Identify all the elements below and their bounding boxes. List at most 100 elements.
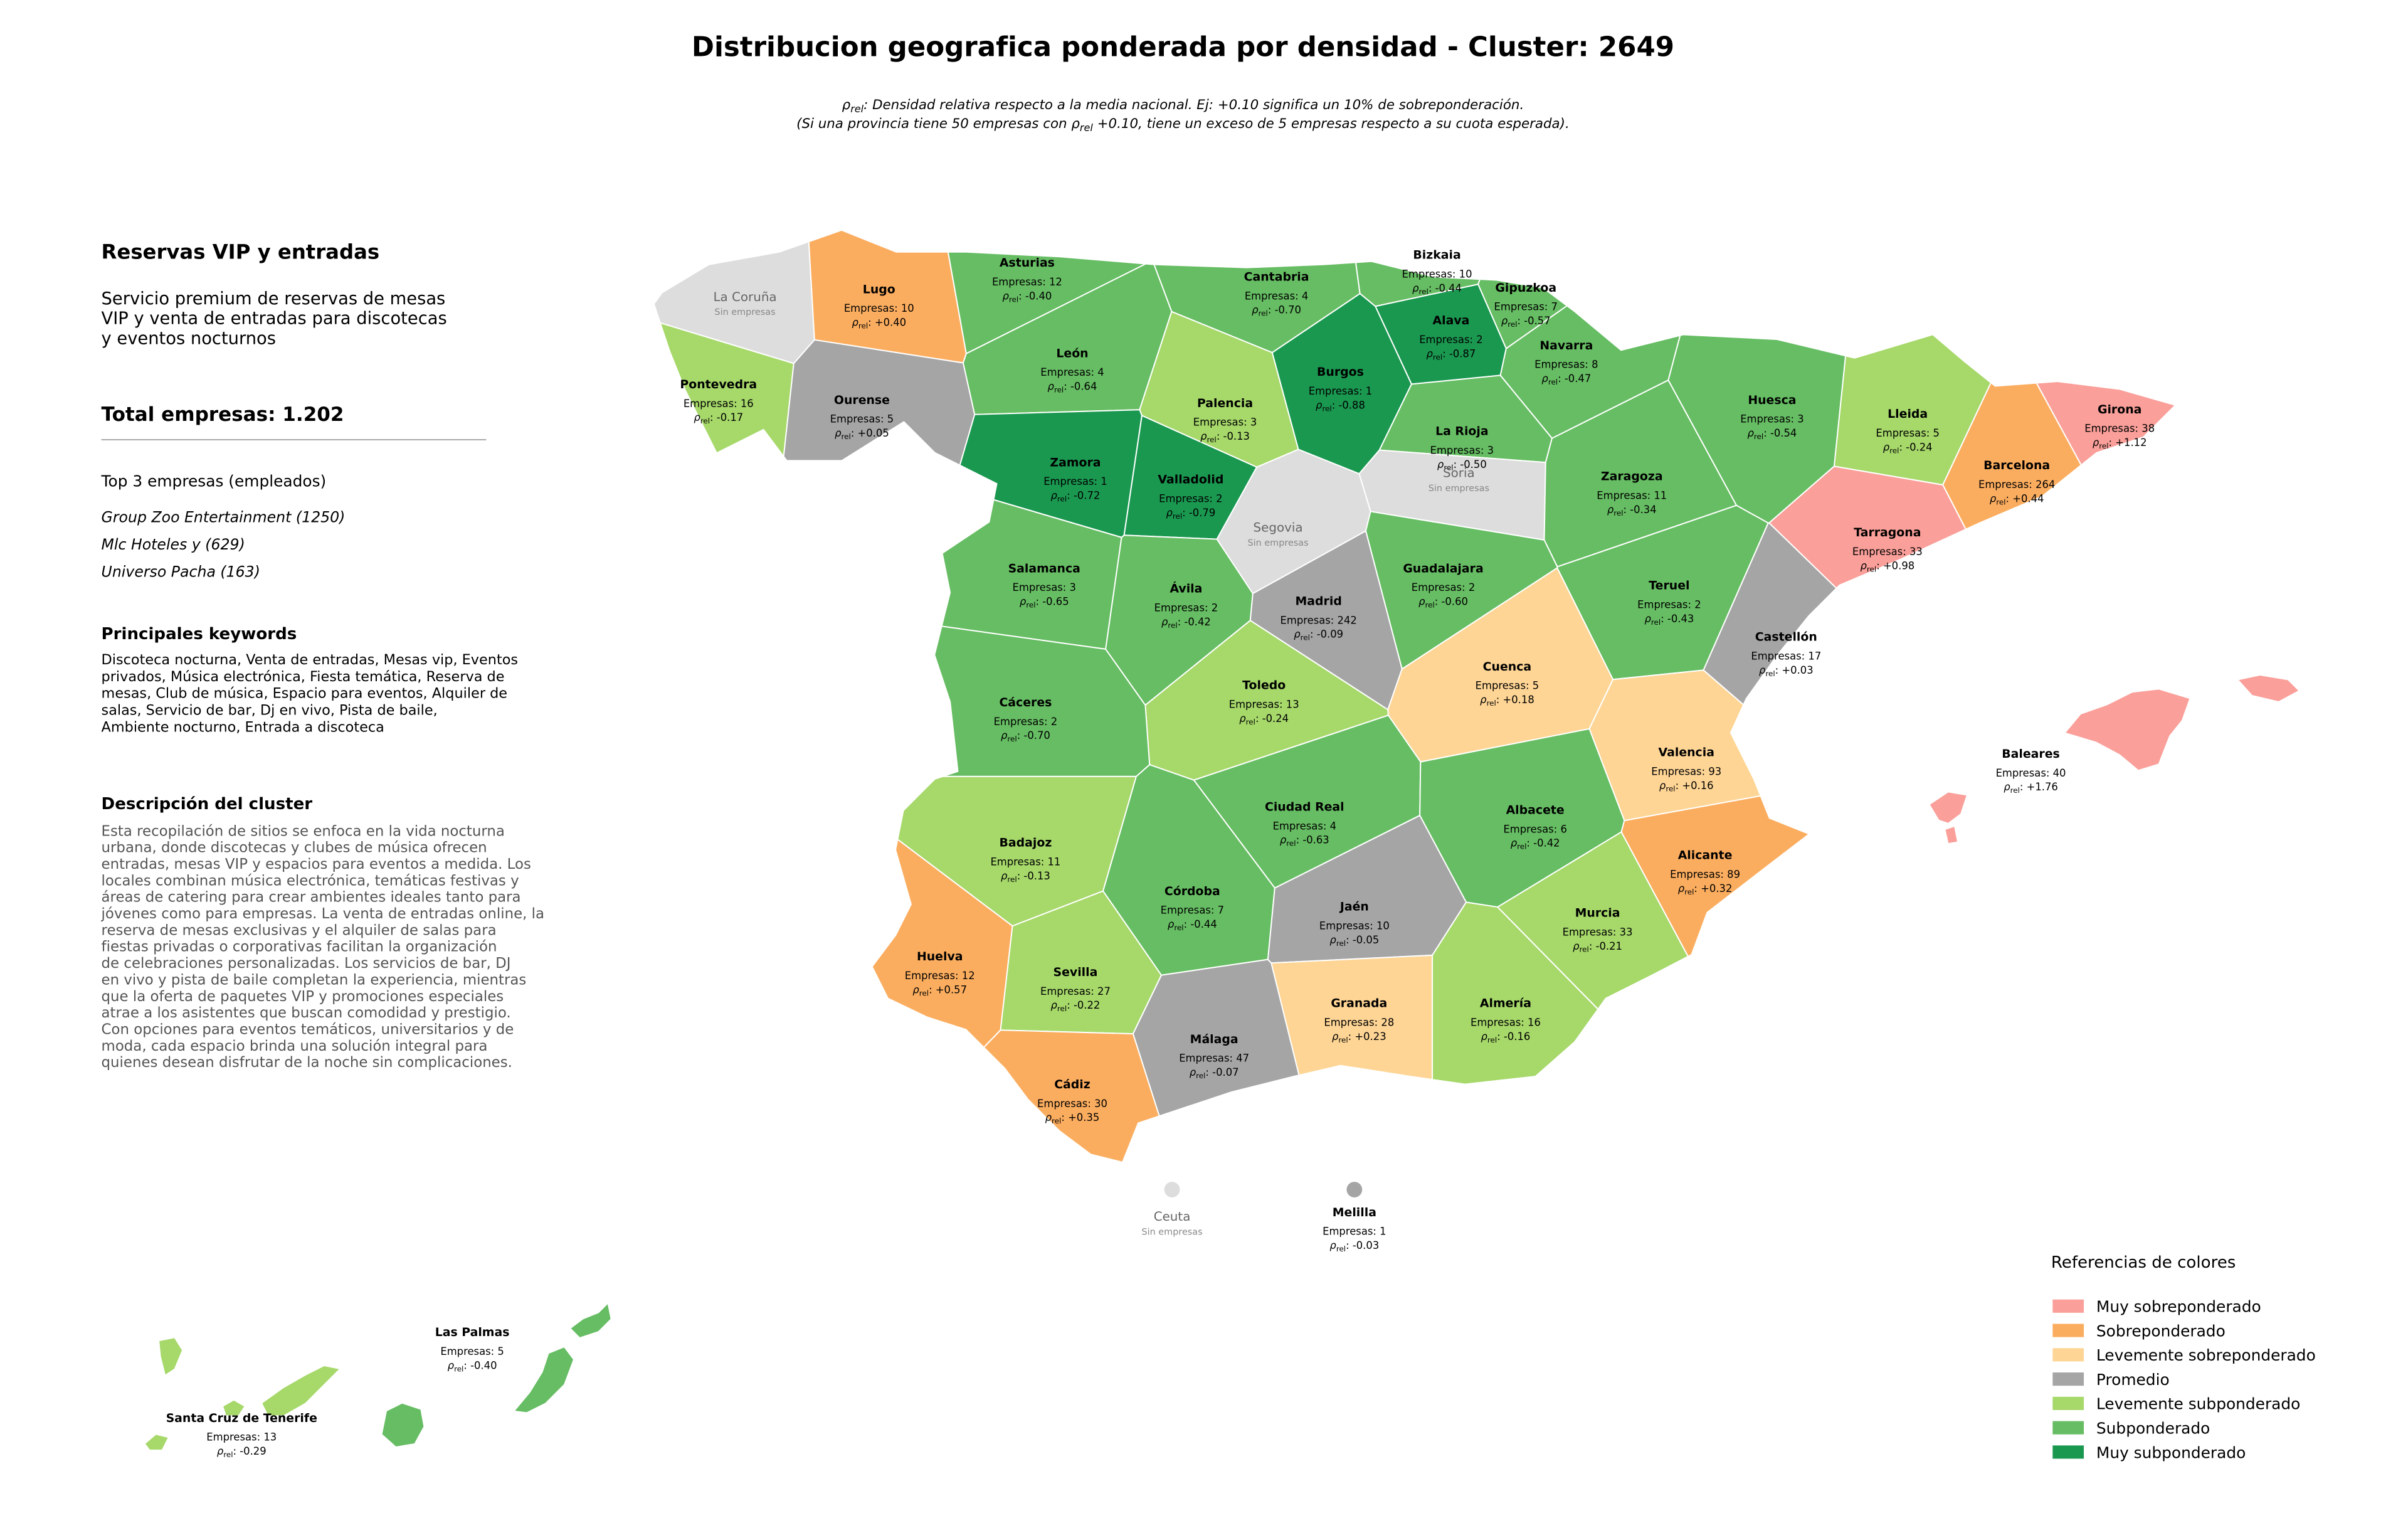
rho-separator: :	[1067, 999, 1074, 1011]
relative-density: ρrel: +0.23	[1332, 1031, 1386, 1044]
province-name: Toledo	[1242, 679, 1286, 692]
province	[261, 1365, 341, 1416]
rho-separator: :	[1496, 694, 1503, 706]
rho-value: -0.22	[1074, 999, 1100, 1011]
companies-count: 2	[1469, 581, 1475, 593]
rho-value: -0.13	[1223, 430, 1250, 442]
rho-separator: :	[2006, 492, 2013, 504]
province	[513, 1346, 574, 1413]
companies: Empresas: 10	[1402, 268, 1472, 280]
rho-separator: :	[1255, 713, 1262, 724]
companies-prefix: Empresas:	[1852, 546, 1909, 558]
companies-prefix: Empresas:	[1281, 614, 1338, 626]
rho-value: -0.03	[1353, 1239, 1379, 1251]
rho-separator: :	[1061, 1112, 1068, 1123]
relative-density: ρrel: -0.43	[1644, 613, 1694, 627]
cluster-line: en vivo y pista de baile completan la ex…	[102, 972, 527, 988]
companies-prefix: Empresas:	[994, 716, 1051, 728]
companies-count: 13	[263, 1431, 277, 1443]
relative-density: ρrel: +0.98	[1861, 560, 1915, 573]
companies-prefix: Empresas:	[1309, 385, 1366, 397]
rho-subscript: rel	[1026, 600, 1035, 609]
province-name: Girona	[2098, 403, 2141, 416]
rho-separator: :	[1332, 399, 1339, 411]
province-name: Ceuta	[1154, 1209, 1191, 1224]
relative-density: ρrel: -0.09	[1294, 629, 1343, 642]
rho-subscript: rel	[1057, 1004, 1067, 1013]
province	[1346, 1182, 1363, 1197]
rho-value: -0.60	[1442, 595, 1468, 607]
rho-symbol: ρ	[1048, 380, 1055, 392]
companies: Empresas: 2	[1419, 334, 1482, 346]
rho-symbol: ρ	[2004, 781, 2010, 793]
companies-prefix: Empresas:	[1978, 479, 2036, 491]
companies-prefix: Empresas:	[1040, 985, 1097, 997]
companies-count: 16	[741, 398, 754, 410]
province-name: León	[1056, 346, 1088, 360]
companies-count: 11	[1048, 856, 1061, 868]
rho-separator: :	[851, 427, 858, 439]
companies: Empresas: 2	[1154, 602, 1218, 613]
companies: Empresas: 7	[1161, 905, 1224, 916]
cluster-line: Esta recopilación de sitios se enfoca en…	[102, 823, 505, 839]
rho-separator: :	[868, 317, 875, 329]
relative-density: ρrel: -0.24	[1239, 713, 1289, 726]
companies-count: 2	[1694, 598, 1701, 610]
rho-separator: :	[1017, 870, 1024, 882]
province-name: Sevilla	[1054, 965, 1098, 979]
rho-subscript: rel	[1174, 923, 1183, 932]
companies-count: 1	[1101, 475, 1107, 487]
province-name: Almería	[1480, 997, 1531, 1011]
province-name: Castellón	[1755, 630, 1817, 644]
keywords-line: Discoteca nocturna, Venta de entradas, M…	[102, 652, 519, 668]
rho-subscript: rel	[1009, 295, 1018, 304]
province-name: Alicante	[1678, 849, 1733, 862]
rho-subscript: rel	[1207, 435, 1217, 444]
rho-separator: :	[2020, 781, 2027, 793]
companies: Empresas: 4	[1040, 366, 1104, 378]
companies: Empresas: 242	[1281, 614, 1357, 626]
cluster-line: áreas de catering para crear ambientes i…	[102, 889, 521, 906]
companies-count: 3	[1070, 581, 1076, 593]
rho-separator: :	[1178, 616, 1185, 628]
companies-count: 6	[1560, 823, 1566, 835]
rho-symbol: ρ	[1990, 492, 1997, 504]
title: Distribucion geografica ponderada por de…	[692, 32, 1674, 63]
relative-density: ρrel: -0.13	[1200, 430, 1250, 444]
rho-separator: :	[1310, 629, 1317, 640]
province-name: Bizkaia	[1413, 248, 1460, 262]
rho-subscript: rel	[1548, 378, 1558, 386]
companies-count: 11	[1654, 489, 1667, 501]
rho-subscript: rel	[1196, 1071, 1205, 1080]
rho-subscript: rel	[842, 432, 851, 441]
companies: Empresas: 6	[1503, 823, 1566, 835]
companies-count: 10	[901, 302, 914, 314]
companies-count: 93	[1708, 765, 1721, 777]
companies-count: 33	[1909, 546, 1923, 558]
companies-count: 16	[1528, 1017, 1541, 1029]
legend-swatch	[2052, 1372, 2084, 1386]
rho-symbol: ρ	[1759, 664, 1766, 676]
rho-separator: :	[1694, 883, 1701, 894]
companies: Empresas: 4	[1273, 820, 1336, 832]
province-name: La Rioja	[1435, 425, 1489, 438]
rho-separator: :	[1348, 1031, 1355, 1043]
rho-subscript: rel	[454, 1364, 463, 1373]
province-name: Cantabria	[1244, 270, 1309, 284]
relative-density: ρrel: -0.17	[694, 411, 743, 425]
text-part: +0.10, tiene un exceso de 5 empresas res…	[1093, 116, 1570, 132]
rho-subscript: rel	[1508, 320, 1517, 329]
companies-count: 5	[1533, 680, 1539, 692]
companies: Empresas: 1	[1043, 475, 1107, 487]
rho-value: -0.47	[1565, 373, 1591, 385]
rho-symbol: ρ	[1051, 489, 1058, 501]
companies: Empresas: 93	[1651, 765, 1721, 777]
rho-value: -0.64	[1070, 380, 1097, 392]
rho-symbol: ρ	[448, 1359, 455, 1371]
rho-separator: :	[1454, 459, 1460, 470]
relative-density: ρrel: -0.13	[1001, 870, 1050, 884]
rho-value: +0.23	[1354, 1031, 1386, 1043]
companies-count: 12	[962, 970, 975, 982]
companies-prefix: Empresas:	[1637, 598, 1694, 610]
